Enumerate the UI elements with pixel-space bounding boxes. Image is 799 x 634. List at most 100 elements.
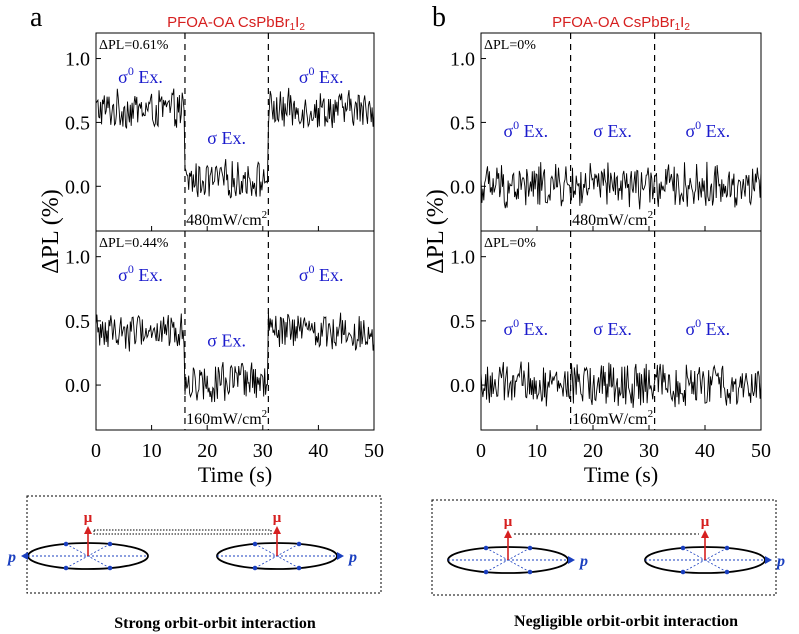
orbit-arrow	[252, 541, 258, 547]
delta-pl-label: ΔPL=0.44%	[99, 236, 169, 251]
panel-letter: a	[30, 2, 43, 33]
segment-label: σ0 Ex.	[685, 316, 730, 339]
mu-label: μ	[273, 510, 282, 526]
delta-pl-label: ΔPL=0%	[484, 236, 536, 251]
x-tick-label: 40	[308, 440, 328, 462]
mu-arrowhead	[701, 530, 709, 538]
orbit-arrow	[724, 569, 730, 575]
orbit-arrow	[107, 541, 113, 547]
orbit: pμ	[644, 514, 785, 575]
orbit-arrow	[252, 565, 258, 571]
mu-label: μ	[504, 514, 513, 530]
pl-trace	[95, 312, 375, 403]
orbit-arrow	[724, 545, 730, 551]
p-arrowhead	[765, 556, 772, 564]
y-tick-label: 1.0	[65, 49, 90, 71]
segment-label: σ0 Ex.	[299, 64, 344, 87]
x-axis-label: Time (s)	[584, 462, 658, 487]
schematic-caption: Strong orbit-orbit interaction	[114, 615, 316, 632]
segment-label: σ0 Ex.	[503, 316, 548, 339]
y-tick-label: 0.0	[450, 176, 475, 198]
y-tick-label: 1.0	[65, 247, 90, 269]
x-tick-label: 40	[695, 440, 715, 462]
pl-trace	[480, 161, 762, 210]
pl-trace	[480, 361, 762, 408]
x-tick-label: 30	[253, 440, 273, 462]
orbit-arrow	[296, 541, 302, 547]
subplot-2: 0.0 0.5 1.0 ΔPL=0.44% σ0 Ex. σ Ex. σ0 Ex. 160mW…	[65, 230, 375, 431]
orbit-arrow	[107, 565, 113, 571]
p-arrowhead	[337, 552, 344, 560]
segment-label: σ Ex.	[593, 319, 632, 339]
schematic-caption: Negligible orbit-orbit interaction	[514, 613, 738, 630]
panel-title: PFOA-OA CsPbBr1I2	[167, 14, 305, 33]
orbit-arrow	[483, 569, 489, 575]
schematic-frame	[26, 495, 382, 594]
mu-arrowhead	[504, 530, 512, 538]
y-tick-label: 0.5	[65, 112, 90, 134]
x-tick-label: 10	[142, 440, 162, 462]
panel-letter: b	[432, 2, 446, 33]
p-label: p	[347, 549, 357, 566]
orbit: pμ	[6, 510, 149, 571]
mu-arrowhead	[273, 526, 281, 534]
x-tick-label: 10	[527, 440, 547, 462]
subplot-1: 0.0 0.5 1.0 ΔPL=0% σ0 Ex. σ Ex. σ0 Ex. 480mW/cm…	[450, 32, 762, 232]
p-label: p	[6, 549, 16, 566]
p-arrowhead	[568, 556, 575, 564]
orbit-arrow	[680, 569, 686, 575]
x-tick-label: 20	[197, 440, 217, 462]
x-tick-label: 50	[751, 440, 771, 462]
y-axis-label: ΔPL (%)	[423, 189, 449, 274]
x-tick-label: 20	[583, 440, 603, 462]
plot-frame	[95, 230, 375, 431]
schematic-frame	[431, 499, 777, 596]
orbit-arrow	[296, 565, 302, 571]
segment-label: σ0 Ex.	[118, 262, 163, 285]
y-tick-label: 1.0	[450, 247, 475, 269]
orbit-arrow	[63, 541, 69, 547]
segment-label: σ Ex.	[593, 121, 632, 141]
intensity-label: 160mW/cm2	[572, 408, 653, 428]
y-tick-label: 0.0	[450, 375, 475, 397]
orbit: pμ	[216, 510, 357, 571]
delta-pl-label: ΔPL=0.61%	[99, 38, 169, 53]
orbit-arrow	[527, 545, 533, 551]
mu-label: μ	[701, 514, 710, 530]
segment-label: σ Ex.	[207, 128, 246, 148]
x-tick-label: 30	[639, 440, 659, 462]
y-tick-label: 1.0	[450, 49, 475, 71]
delta-pl-label: ΔPL=0%	[484, 38, 536, 53]
y-tick-label: 0.0	[65, 375, 90, 397]
panel-title: PFOA-OA CsPbBr1I2	[552, 14, 690, 33]
x-axis-label: Time (s)	[198, 462, 272, 487]
y-axis-label: ΔPL (%)	[38, 189, 64, 274]
segment-label: σ0 Ex.	[299, 262, 344, 285]
orbit: pμ	[447, 514, 588, 575]
subplot-1: 0.0 0.5 1.0 ΔPL=0.61% σ0 Ex. σ Ex. σ0 Ex. 480mW…	[65, 32, 375, 232]
intensity-label: 160mW/cm2	[186, 408, 267, 428]
orbit-arrow	[680, 545, 686, 551]
y-tick-label: 0.5	[450, 311, 475, 333]
segment-label: σ0 Ex.	[503, 118, 548, 141]
y-tick-label: 0.0	[65, 176, 90, 198]
coupling-link	[93, 529, 272, 535]
orbit-arrow	[63, 565, 69, 571]
segment-label: σ0 Ex.	[118, 64, 163, 87]
p-label: p	[578, 553, 588, 570]
plot-frame	[480, 230, 762, 431]
mu-arrowhead	[84, 526, 92, 534]
x-tick-label: 0	[91, 440, 101, 462]
segment-label: σ Ex.	[207, 330, 246, 350]
y-tick-label: 0.5	[450, 112, 475, 134]
segment-label: σ0 Ex.	[685, 118, 730, 141]
x-tick-label: 0	[476, 440, 486, 462]
intensity-label: 480mW/cm2	[572, 209, 653, 229]
mu-label: μ	[84, 510, 93, 526]
y-tick-label: 0.5	[65, 311, 90, 333]
subplot-2: 0.0 0.5 1.0 ΔPL=0% σ0 Ex. σ Ex. σ0 Ex. 160mW/cm…	[450, 230, 762, 431]
